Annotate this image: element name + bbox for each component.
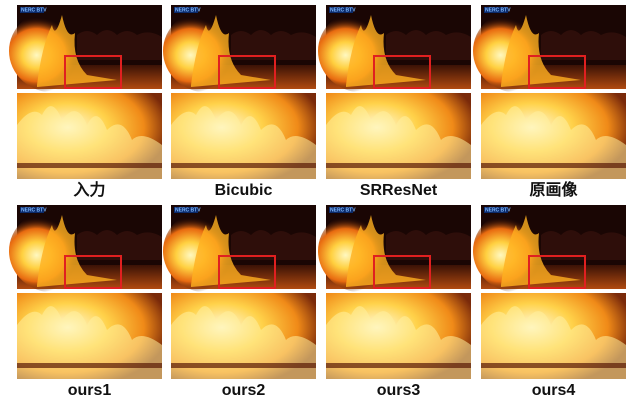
panel-label: ours3 — [377, 382, 421, 399]
panel-label: ours2 — [222, 382, 266, 399]
panel: NERC BTV Bicubic — [163, 5, 316, 199]
panel-label: Bicubic — [215, 182, 273, 199]
panel: NERC BTV ours1 — [9, 205, 162, 399]
crop-log — [481, 363, 626, 368]
panel-label: SRResNet — [360, 182, 438, 199]
watermark: NERC BTV — [21, 8, 47, 14]
panel-label: 入力 — [73, 180, 105, 199]
watermark: NERC BTV — [21, 208, 47, 214]
panel-label: ours4 — [532, 382, 576, 399]
panel: NERC BTV ours3 — [318, 205, 471, 399]
watermark: NERC BTV — [485, 8, 511, 14]
watermark: NERC BTV — [330, 8, 356, 14]
crop-log — [171, 163, 316, 168]
crop-log — [481, 163, 626, 168]
panel: NERC BTV 入力 — [9, 5, 162, 199]
watermark: NERC BTV — [485, 208, 511, 214]
panel: NERC BTV ours2 — [163, 205, 316, 399]
figure: NERC BTV 入力 NERC BTV Bicubic NERC BTV SRResNe… — [0, 0, 641, 410]
panel: NERC BTV SRResNet — [318, 5, 471, 199]
crop-log — [171, 363, 316, 368]
crop-log — [326, 363, 471, 368]
crop-log — [17, 363, 162, 368]
panel-label: 原画像 — [529, 180, 578, 199]
watermark: NERC BTV — [175, 8, 201, 14]
watermark: NERC BTV — [175, 208, 201, 214]
watermark: NERC BTV — [330, 208, 356, 214]
panel: NERC BTV ours4 — [473, 205, 626, 399]
panel-label: ours1 — [68, 382, 112, 399]
crop-log — [17, 163, 162, 168]
panel: NERC BTV 原画像 — [473, 5, 626, 199]
crop-log — [326, 163, 471, 168]
